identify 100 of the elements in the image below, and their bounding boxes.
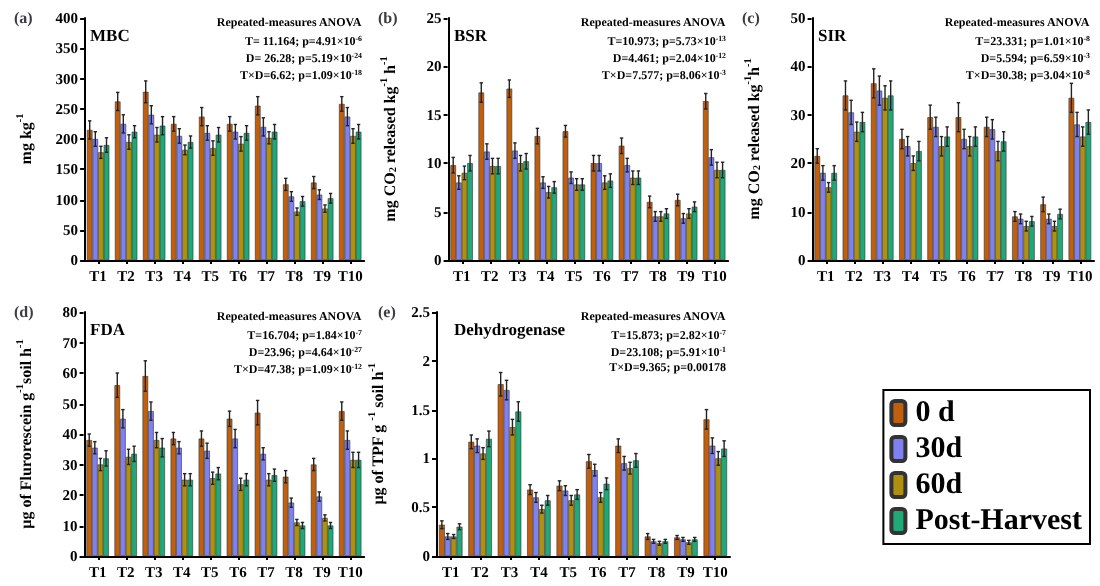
- bar: [1085, 122, 1092, 260]
- bar: [497, 384, 504, 556]
- bar: [103, 145, 110, 260]
- bar: [170, 123, 177, 260]
- bar: [131, 131, 138, 260]
- bar: [887, 95, 894, 260]
- bar: [327, 198, 334, 260]
- chart-title: (e): [378, 303, 397, 321]
- chart-title: (d): [14, 303, 35, 321]
- bar: [831, 172, 838, 260]
- bar: [456, 526, 463, 556]
- bar: [719, 169, 726, 260]
- bar: [989, 129, 996, 260]
- bar: [187, 479, 194, 556]
- bar: [474, 445, 481, 556]
- bar: [159, 125, 166, 260]
- bar: [916, 151, 922, 260]
- bar: [338, 411, 345, 556]
- bar: [1068, 97, 1075, 260]
- bar: [618, 145, 625, 260]
- bar: [1000, 141, 1007, 260]
- bar: [282, 184, 289, 260]
- bar: [103, 458, 109, 556]
- bar: [674, 537, 681, 556]
- bar: [551, 187, 558, 260]
- bar: [523, 161, 529, 260]
- bar: [899, 139, 905, 260]
- annotation: MBC: [90, 25, 130, 45]
- bar: [556, 485, 563, 556]
- bar: [243, 132, 250, 260]
- bar: [215, 134, 222, 260]
- bar: [674, 199, 681, 260]
- bar: [562, 490, 569, 556]
- bar: [632, 460, 639, 556]
- bar: [338, 103, 345, 260]
- bar: [226, 418, 233, 556]
- bar: [944, 136, 950, 260]
- bar: [650, 541, 657, 556]
- bar: [534, 136, 541, 260]
- bar: [271, 475, 278, 556]
- bar: [533, 497, 539, 556]
- bar: [904, 146, 911, 260]
- bar: [495, 166, 501, 260]
- bar: [142, 376, 149, 556]
- bar: [243, 479, 250, 556]
- bar: [635, 177, 642, 260]
- bar: [232, 131, 239, 260]
- bar: [254, 105, 261, 260]
- chart-title: (b): [378, 9, 399, 27]
- bar: [615, 445, 622, 556]
- bar: [478, 92, 485, 260]
- annotation: BSR: [454, 25, 489, 45]
- bar: [355, 459, 362, 556]
- bar: [691, 206, 698, 260]
- bar: [131, 453, 137, 556]
- bar: [702, 101, 709, 260]
- bar: [1017, 218, 1024, 260]
- bar: [198, 438, 205, 556]
- bar: [1023, 226, 1030, 260]
- bar: [972, 136, 979, 260]
- bar: [842, 95, 849, 260]
- legend-label: 30d: [915, 433, 964, 465]
- bar: [310, 464, 317, 556]
- bar: [438, 524, 445, 556]
- bar: [721, 448, 728, 556]
- bar: [310, 182, 317, 260]
- bar: [955, 117, 962, 260]
- bar: [983, 126, 990, 260]
- bar: [527, 489, 534, 556]
- bar: [876, 90, 883, 260]
- bar: [927, 117, 934, 260]
- bar: [114, 101, 121, 260]
- bar: [703, 419, 710, 556]
- bar: [663, 213, 670, 260]
- bar: [562, 131, 569, 260]
- bar: [596, 163, 602, 260]
- legend-label: 60d: [915, 469, 964, 501]
- bar: [282, 476, 289, 556]
- bar: [215, 473, 222, 556]
- bar: [1029, 221, 1035, 260]
- bar: [506, 88, 513, 260]
- bar: [114, 385, 121, 556]
- bar: [680, 539, 686, 556]
- bar: [859, 122, 866, 260]
- bar: [299, 525, 306, 556]
- bar: [573, 184, 580, 260]
- bar: [467, 163, 473, 260]
- bar: [814, 155, 821, 260]
- legend-label: 0 d: [915, 397, 956, 429]
- bar: [503, 390, 510, 556]
- bar: [644, 536, 651, 556]
- bar: [870, 83, 877, 260]
- bar: [1057, 214, 1063, 260]
- bar: [627, 468, 633, 556]
- bar: [254, 412, 261, 556]
- bar: [170, 438, 177, 556]
- bar: [187, 142, 194, 260]
- bar: [226, 123, 233, 260]
- bar: [662, 541, 669, 556]
- bar: [92, 447, 98, 556]
